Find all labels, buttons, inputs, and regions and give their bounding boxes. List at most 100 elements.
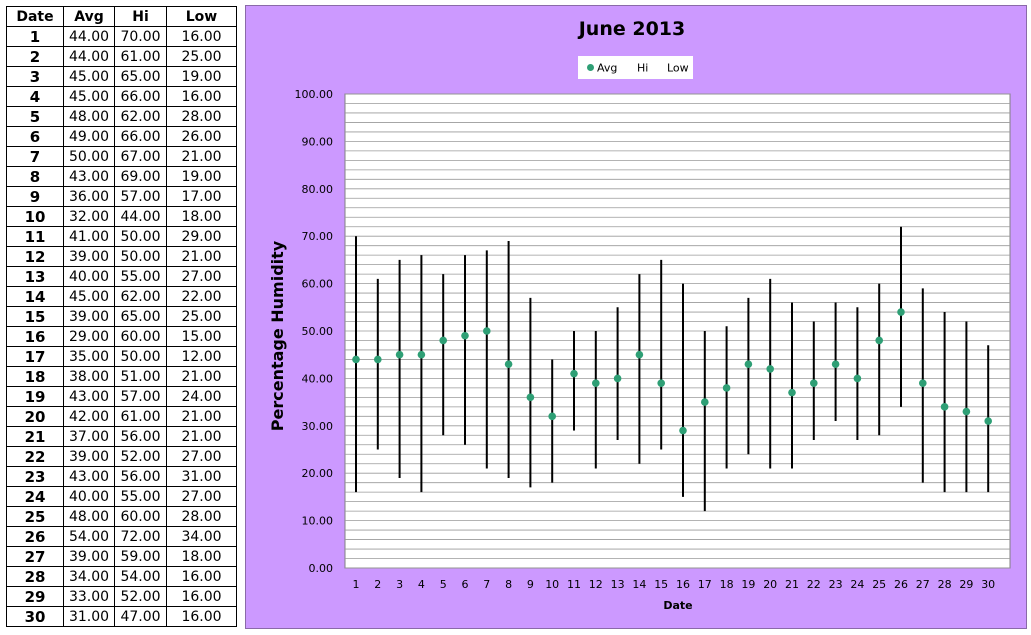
cell-hi: 61.00 (114, 406, 167, 427)
table-row: 10 32.00 44.00 18.00 (6, 206, 237, 227)
cell-date: 13 (6, 266, 64, 287)
cell-hi: 55.00 (114, 266, 167, 287)
x-tick-label: 16 (676, 578, 690, 591)
cell-date: 23 (6, 466, 64, 487)
cell-date: 26 (6, 526, 64, 547)
legend-box (578, 56, 693, 79)
cell-avg: 36.00 (63, 186, 115, 207)
table-row: 29 33.00 52.00 16.00 (6, 586, 237, 607)
legend-hi-label: Hi (637, 62, 648, 75)
avg-point (613, 374, 622, 383)
table-row: 23 43.00 56.00 31.00 (6, 466, 237, 487)
x-tick-label: 5 (440, 578, 447, 591)
avg-point (635, 350, 644, 359)
cell-hi: 55.00 (114, 486, 167, 507)
x-tick-label: 6 (462, 578, 469, 591)
cell-date: 15 (6, 306, 64, 327)
avg-point (875, 336, 883, 345)
avg-point (766, 365, 774, 373)
y-tick-label: 40.00 (302, 372, 334, 385)
avg-point (897, 308, 905, 316)
cell-avg: 48.00 (63, 506, 115, 527)
cell-avg: 40.00 (63, 486, 115, 507)
cell-hi: 60.00 (114, 326, 167, 347)
cell-hi: 44.00 (114, 206, 167, 227)
cell-date: 12 (6, 246, 64, 267)
cell-low: 19.00 (166, 66, 237, 87)
cell-avg: 32.00 (63, 206, 115, 227)
x-tick-label: 30 (981, 578, 995, 591)
table-row: 9 36.00 57.00 17.00 (6, 186, 237, 207)
cell-date: 4 (6, 86, 64, 107)
cell-low: 19.00 (166, 166, 237, 187)
gridlines (345, 93, 1010, 569)
y-axis-title: Percentage Humidity (268, 240, 287, 431)
cell-low: 28.00 (166, 106, 237, 127)
cell-low: 15.00 (166, 326, 237, 347)
cell-hi: 60.00 (114, 506, 167, 527)
avg-point (352, 355, 360, 364)
cell-avg: 39.00 (63, 306, 115, 327)
table-row: 28 34.00 54.00 16.00 (6, 566, 237, 587)
cell-hi: 66.00 (114, 126, 167, 147)
cell-low: 25.00 (166, 306, 237, 327)
cell-hi: 57.00 (114, 186, 167, 207)
cell-low: 21.00 (166, 406, 237, 427)
chart-title: June 2013 (577, 18, 686, 40)
y-axis-ticks: 0.00 10.00 20.00 30.00 40.00 50.00 60.00 70.00 8… (295, 88, 334, 575)
cell-low: 28.00 (166, 506, 237, 527)
cell-avg: 31.00 (63, 606, 115, 627)
x-tick-label: 18 (720, 578, 734, 591)
avg-point (395, 350, 404, 359)
cell-avg: 44.00 (63, 46, 115, 67)
cell-low: 17.00 (166, 186, 237, 207)
y-tick-label: 70.00 (302, 230, 334, 243)
table-row: 18 38.00 51.00 21.00 (6, 366, 237, 387)
cell-avg: 43.00 (63, 466, 115, 487)
table-row: 19 43.00 57.00 24.00 (6, 386, 237, 407)
table-row: 20 42.00 61.00 21.00 (6, 406, 237, 427)
table-row: 6 49.00 66.00 26.00 (6, 126, 237, 147)
table-header-row: Date Avg Hi Low (6, 6, 237, 27)
cell-low: 27.00 (166, 266, 237, 287)
x-tick-label: 10 (545, 578, 559, 591)
cell-hi: 69.00 (114, 166, 167, 187)
x-tick-label: 13 (611, 578, 625, 591)
cell-hi: 56.00 (114, 466, 167, 487)
cell-avg: 49.00 (63, 126, 115, 147)
table-row: 8 43.00 69.00 19.00 (6, 166, 237, 187)
table-row: 13 40.00 55.00 27.00 (6, 266, 237, 287)
y-tick-label: 60.00 (302, 278, 334, 291)
x-tick-label: 19 (741, 578, 755, 591)
cell-date: 6 (6, 126, 64, 147)
cell-low: 16.00 (166, 566, 237, 587)
cell-avg: 29.00 (63, 326, 115, 347)
avg-point (417, 350, 426, 359)
x-tick-label: 24 (850, 578, 864, 591)
cell-low: 12.00 (166, 346, 237, 367)
cell-low: 22.00 (166, 286, 237, 307)
table-row: 1 44.00 70.00 16.00 (6, 26, 237, 47)
cell-avg: 45.00 (63, 86, 115, 107)
header-low: Low (166, 6, 237, 27)
cell-date: 20 (6, 406, 64, 427)
avg-point (984, 417, 992, 425)
cell-avg: 34.00 (63, 566, 115, 587)
cell-avg: 38.00 (63, 366, 115, 387)
x-tick-label: 1 (353, 578, 360, 591)
avg-point (831, 360, 840, 368)
table-row: 27 39.00 59.00 18.00 (6, 546, 237, 567)
cell-low: 18.00 (166, 546, 237, 567)
cell-date: 8 (6, 166, 64, 187)
avg-point (592, 379, 600, 387)
cell-avg: 44.00 (63, 26, 115, 47)
cell-date: 22 (6, 446, 64, 467)
x-tick-label: 14 (632, 578, 646, 591)
avg-point (788, 388, 796, 397)
cell-hi: 62.00 (114, 286, 167, 307)
cell-hi: 66.00 (114, 86, 167, 107)
avg-point (439, 336, 447, 345)
x-tick-label: 23 (829, 578, 843, 591)
table-row: 11 41.00 50.00 29.00 (6, 226, 237, 247)
y-tick-label: 50.00 (302, 325, 334, 338)
